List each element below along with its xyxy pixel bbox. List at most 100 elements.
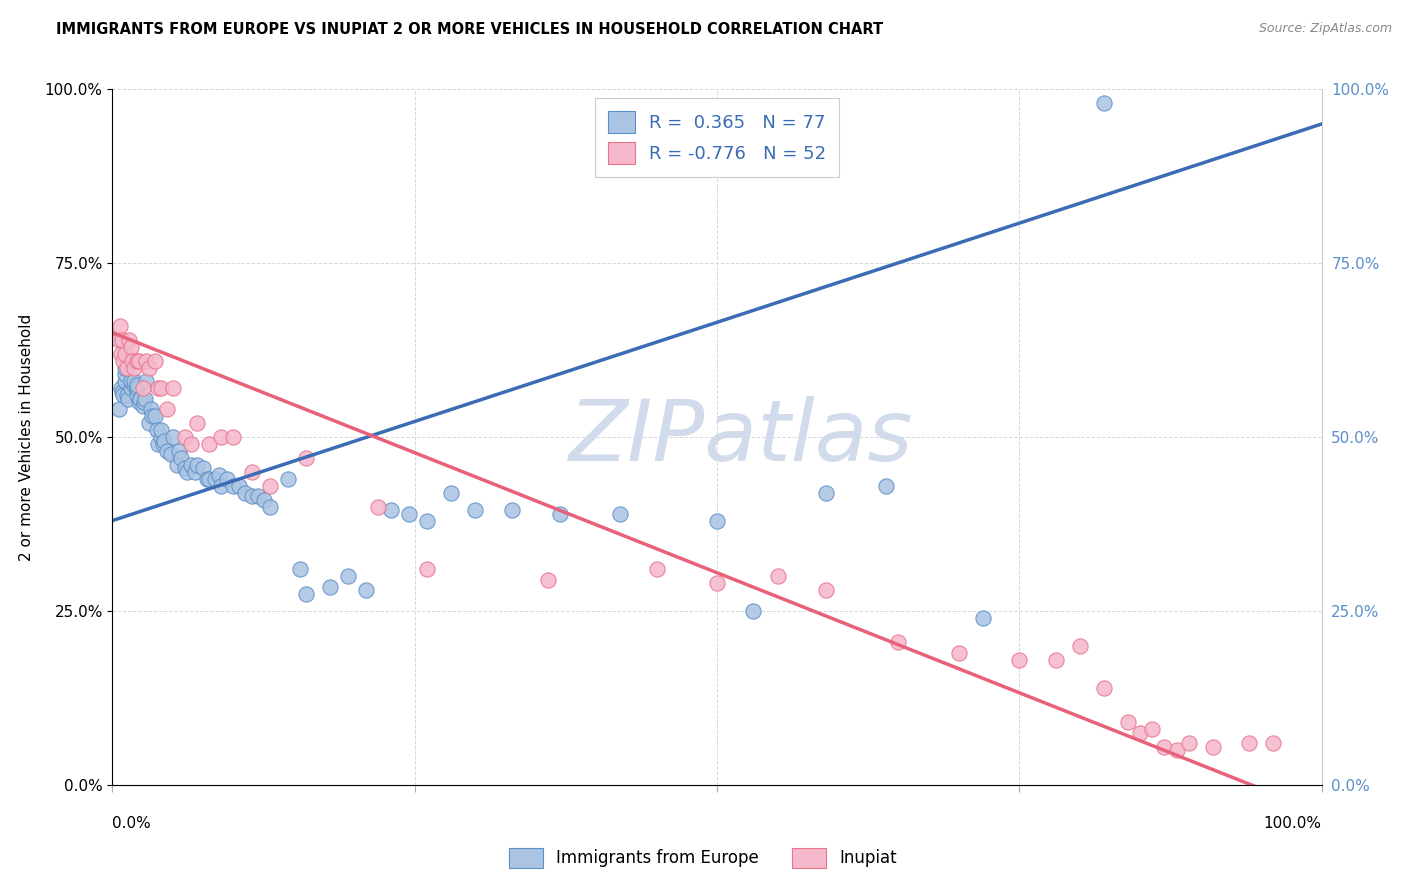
Point [125, 378, 148, 392]
Point [118, 333, 141, 347]
Point [114, 368, 136, 382]
Point [167, 444, 190, 458]
Point [132, 395, 155, 409]
Point [122, 375, 145, 389]
Point [259, 479, 281, 493]
Point [501, 503, 523, 517]
Point [180, 437, 202, 451]
Y-axis label: 2 or more Vehicles in Household: 2 or more Vehicles in Household [18, 313, 34, 561]
Point [240, 465, 263, 479]
Point [814, 485, 837, 500]
Point [149, 430, 172, 444]
Point [1202, 739, 1225, 754]
Point [1129, 726, 1152, 740]
Point [156, 402, 179, 417]
Point [111, 384, 134, 399]
Point [115, 388, 138, 402]
Point [115, 360, 138, 375]
Point [121, 353, 143, 368]
Text: Source: ZipAtlas.com: Source: ZipAtlas.com [1258, 22, 1392, 36]
Point [1166, 743, 1188, 757]
Point [240, 489, 263, 503]
Point [122, 360, 145, 375]
Point [162, 381, 184, 395]
Point [125, 381, 148, 395]
Point [146, 423, 169, 437]
Point [235, 485, 257, 500]
Point [138, 416, 160, 430]
Point [174, 430, 197, 444]
Point [110, 381, 132, 395]
Point [217, 472, 239, 486]
Point [464, 503, 486, 517]
Point [134, 392, 156, 406]
Point [1092, 96, 1115, 111]
Point [156, 444, 179, 458]
Point [537, 573, 560, 587]
Point [766, 569, 789, 583]
Point [295, 450, 318, 465]
Text: IMMIGRANTS FROM EUROPE VS INUPIAT 2 OR MORE VEHICLES IN HOUSEHOLD CORRELATION CH: IMMIGRANTS FROM EUROPE VS INUPIAT 2 OR M… [56, 22, 883, 37]
Point [170, 450, 193, 465]
Point [186, 458, 208, 472]
Point [1116, 715, 1139, 730]
Point [1263, 736, 1285, 750]
Point [253, 492, 276, 507]
Point [198, 472, 221, 486]
Point [875, 479, 897, 493]
Point [114, 346, 136, 360]
Point [180, 458, 202, 472]
Point [208, 468, 231, 483]
Point [209, 430, 232, 444]
Point [1069, 639, 1091, 653]
Point [948, 646, 970, 660]
Point [416, 514, 439, 528]
Point [149, 423, 172, 437]
Point [135, 375, 157, 389]
Point [117, 392, 139, 406]
Point [111, 333, 134, 347]
Point [222, 430, 245, 444]
Point [191, 461, 214, 475]
Point [114, 360, 136, 375]
Point [122, 378, 145, 392]
Point [125, 388, 148, 402]
Point [356, 583, 378, 598]
Point [132, 381, 155, 395]
Point [246, 489, 269, 503]
Point [141, 409, 163, 424]
Point [132, 399, 155, 413]
Point [814, 583, 837, 598]
Point [159, 447, 181, 462]
Point [259, 500, 281, 514]
Point [112, 353, 135, 368]
Point [148, 381, 170, 395]
Point [176, 465, 198, 479]
Point [295, 587, 318, 601]
Point [120, 340, 142, 354]
Point [398, 507, 420, 521]
Point [128, 353, 150, 368]
Point [319, 580, 342, 594]
Point [195, 472, 218, 486]
Point [1237, 736, 1260, 750]
Text: 100.0%: 100.0% [1264, 816, 1322, 831]
Point [1177, 736, 1199, 750]
Point [228, 479, 250, 493]
Point [128, 395, 150, 409]
Point [209, 479, 232, 493]
Point [108, 318, 131, 333]
Point [288, 562, 311, 576]
Point [1045, 653, 1067, 667]
Point [706, 514, 728, 528]
Text: 0.0%: 0.0% [112, 816, 152, 831]
Point [143, 409, 166, 424]
Point [120, 381, 142, 395]
Point [222, 479, 245, 493]
Legend: R =  0.365   N = 77, R = -0.776   N = 52: R = 0.365 N = 77, R = -0.776 N = 52 [595, 98, 839, 177]
Point [887, 635, 910, 649]
Point [440, 485, 463, 500]
Legend: Immigrants from Europe, Inupiat: Immigrants from Europe, Inupiat [503, 841, 903, 875]
Point [548, 507, 571, 521]
Point [367, 500, 389, 514]
